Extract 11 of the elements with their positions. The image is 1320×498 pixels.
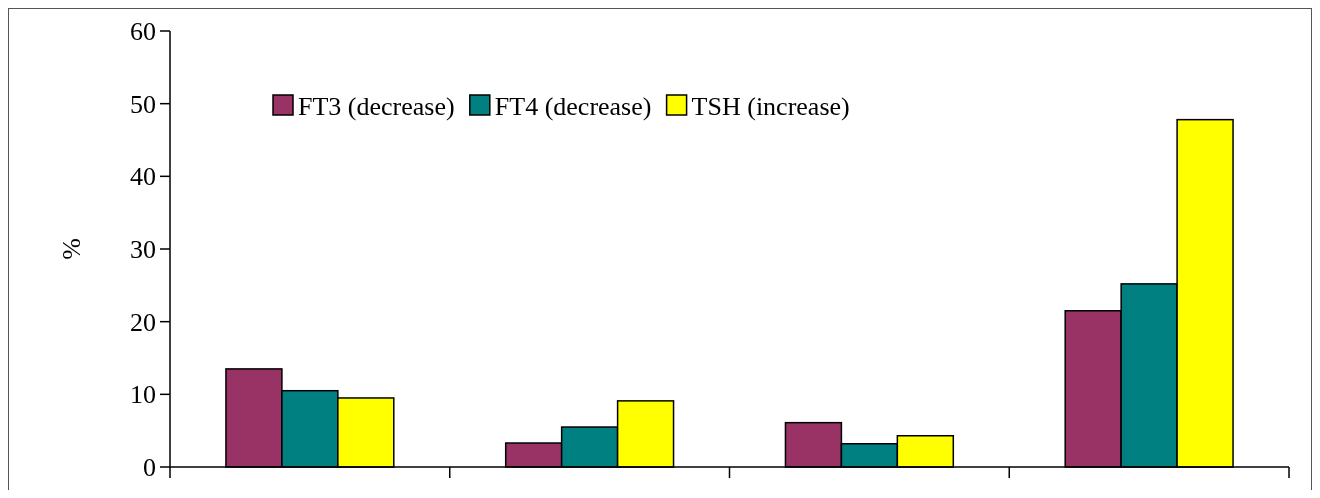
y-tick-label: 30 xyxy=(130,235,156,265)
y-tick-label: 10 xyxy=(130,380,156,410)
y-tick-label: 20 xyxy=(130,307,156,337)
legend-label: FT4 (decrease) xyxy=(494,92,652,122)
y-axis-title: % xyxy=(57,238,86,260)
y-tick-label: 0 xyxy=(143,453,156,483)
legend-label: FT3 (decrease) xyxy=(298,92,455,122)
y-tick-label: 50 xyxy=(130,89,156,119)
y-tick-label: 60 xyxy=(130,17,156,47)
y-tick-label: 40 xyxy=(130,162,156,192)
legend-label: TSH (increase) xyxy=(691,92,850,122)
